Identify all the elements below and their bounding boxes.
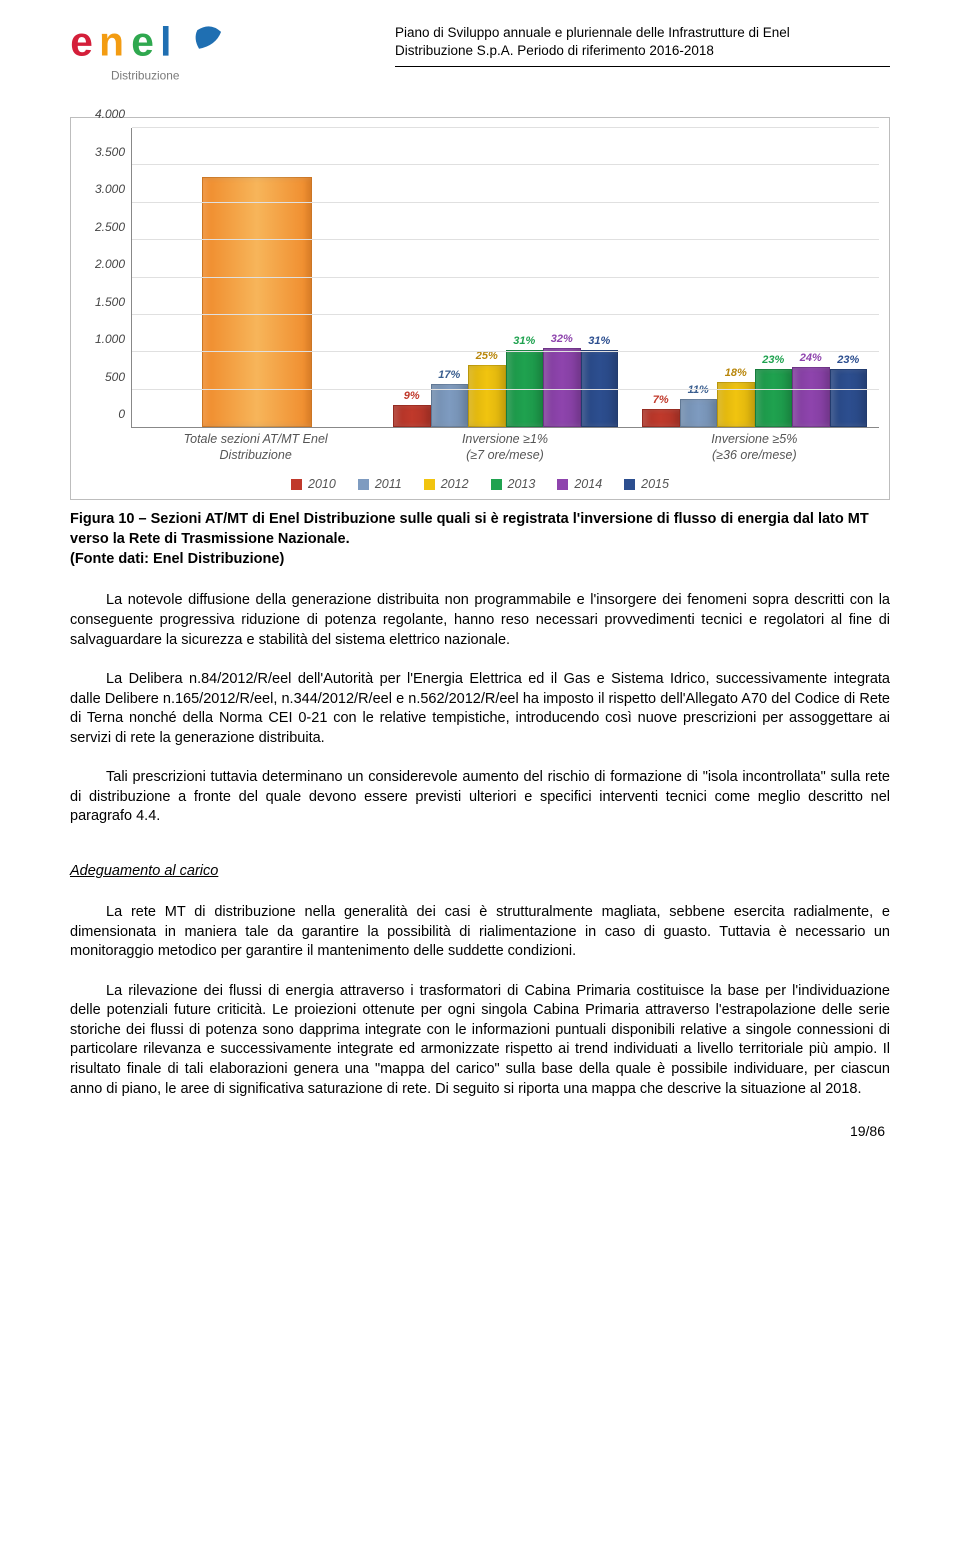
page-number: 19/86 — [850, 1123, 885, 1139]
y-tick: 2.000 — [95, 257, 125, 271]
y-tick: 0 — [118, 407, 125, 421]
y-tick: 2.500 — [95, 220, 125, 234]
bar-value-label: 31% — [507, 335, 543, 347]
x-axis-label: Inversione ≥5%(≥36 ore/mese) — [630, 432, 879, 463]
bar: 9% — [393, 128, 431, 427]
legend-swatch — [557, 479, 568, 490]
legend-item: 2014 — [557, 477, 602, 491]
header-line1: Piano di Sviluppo annuale e pluriennale … — [395, 25, 790, 40]
gridline — [132, 239, 879, 240]
gridline — [132, 277, 879, 278]
legend-item: 2011 — [358, 477, 402, 491]
header-title: Piano di Sviluppo annuale e pluriennale … — [395, 20, 890, 67]
logo-subtext: Distribuzione — [111, 68, 180, 82]
legend-label: 2012 — [441, 477, 469, 491]
bar: 17% — [431, 128, 469, 427]
paragraph-4: La rete MT di distribuzione nella genera… — [70, 903, 890, 962]
legend-swatch — [424, 479, 435, 490]
legend-label: 2015 — [641, 477, 669, 491]
bar-value-label: 9% — [394, 390, 430, 402]
legend-label: 2014 — [574, 477, 602, 491]
bar-group: 7%11%18%23%24%23% — [630, 128, 879, 427]
gridline — [132, 164, 879, 165]
chart-container: 05001.0001.5002.0002.5003.0003.5004.000 … — [70, 117, 890, 500]
bar-value-label: 24% — [793, 352, 829, 364]
legend-swatch — [491, 479, 502, 490]
figure-source: (Fonte dati: Enel Distribuzione) — [70, 551, 890, 567]
x-axis-label: Totale sezioni AT/MT EnelDistribuzione — [131, 432, 380, 463]
y-tick: 1.000 — [95, 332, 125, 346]
gridline — [132, 127, 879, 128]
bar-value-label: 31% — [582, 335, 618, 347]
chart-legend: 2010 2011 2012 2013 2014 2015 — [81, 477, 879, 491]
legend-item: 2010 — [291, 477, 336, 491]
svg-text:n: n — [99, 20, 124, 65]
y-tick: 4.000 — [95, 107, 125, 121]
figure-caption: Figura 10 – Sezioni AT/MT di Enel Distri… — [70, 510, 890, 549]
bar: 25% — [468, 128, 506, 427]
bar-value-label: 7% — [643, 394, 679, 406]
legend-swatch — [291, 479, 302, 490]
legend-item: 2013 — [491, 477, 536, 491]
svg-text:l: l — [160, 20, 171, 65]
y-tick: 1.500 — [95, 295, 125, 309]
gridline — [132, 314, 879, 315]
bar-value-label: 11% — [681, 384, 717, 396]
bar-value-label: 32% — [544, 333, 580, 345]
gridline — [132, 389, 879, 390]
bar-group — [132, 128, 381, 427]
bar: 31% — [506, 128, 544, 427]
bar-value-label: 17% — [432, 369, 468, 381]
chart-plot: 9%17%25%31%32%31%7%11%18%23%24%23% — [131, 128, 879, 428]
paragraph-3: Tali prescrizioni tuttavia determinano u… — [70, 768, 890, 827]
paragraph-2: La Delibera n.84/2012/R/eel dell'Autorit… — [70, 670, 890, 748]
legend-label: 2013 — [508, 477, 536, 491]
svg-text:e: e — [70, 20, 93, 65]
x-axis-label: Inversione ≥1%(≥7 ore/mese) — [380, 432, 629, 463]
bar: 23% — [830, 128, 868, 427]
paragraph-1: La notevole diffusione della generazione… — [70, 591, 890, 650]
legend-item: 2015 — [624, 477, 669, 491]
paragraph-5: La rilevazione dei flussi di energia att… — [70, 982, 890, 1099]
bar: 31% — [581, 128, 619, 427]
bar: 11% — [680, 128, 718, 427]
bar-value-label: 23% — [756, 354, 792, 366]
y-tick: 500 — [105, 370, 125, 384]
legend-swatch — [624, 479, 635, 490]
legend-label: 2011 — [375, 477, 402, 491]
bar — [202, 128, 312, 427]
svg-text:e: e — [131, 20, 154, 65]
page-header: e n e l Distribuzione Piano di Sviluppo … — [70, 20, 890, 92]
legend-swatch — [358, 479, 369, 490]
section-heading: Adeguamento al carico — [70, 863, 890, 879]
y-tick: 3.000 — [95, 182, 125, 196]
bar: 32% — [543, 128, 581, 427]
bar: 24% — [792, 128, 830, 427]
chart-x-labels: Totale sezioni AT/MT EnelDistribuzioneIn… — [131, 432, 879, 463]
bar-value-label: 18% — [718, 367, 754, 379]
y-tick: 3.500 — [95, 145, 125, 159]
legend-item: 2012 — [424, 477, 469, 491]
bar-value-label: 23% — [831, 354, 867, 366]
gridline — [132, 351, 879, 352]
bar: 23% — [755, 128, 793, 427]
enel-logo: e n e l Distribuzione — [70, 20, 240, 92]
gridline — [132, 202, 879, 203]
legend-label: 2010 — [308, 477, 336, 491]
bar-group: 9%17%25%31%32%31% — [381, 128, 630, 427]
bar: 7% — [642, 128, 680, 427]
header-line2: Distribuzione S.p.A. Periodo di riferime… — [395, 43, 714, 58]
bar: 18% — [717, 128, 755, 427]
chart-y-axis: 05001.0001.5002.0002.5003.0003.5004.000 — [81, 128, 131, 428]
